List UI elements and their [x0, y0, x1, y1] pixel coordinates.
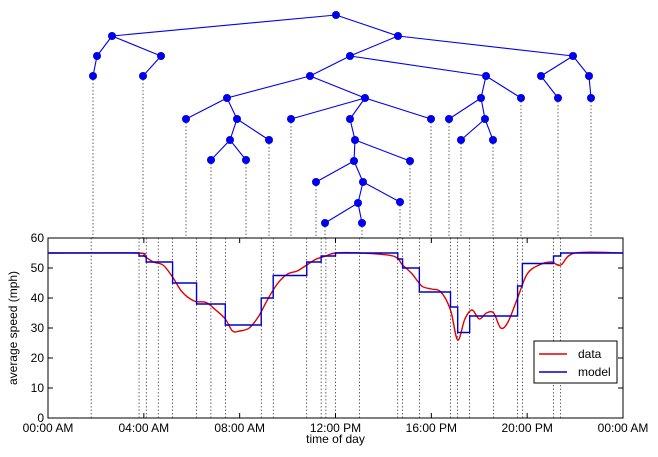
tree-node: [233, 115, 241, 123]
tree-edge: [142, 55, 162, 77]
y-tick-label: 50: [31, 261, 45, 275]
tree-node: [108, 32, 116, 40]
tree-node: [482, 72, 490, 80]
tree-edge: [111, 35, 162, 57]
legend-label-model: model: [578, 365, 611, 379]
series-lines: [47, 251, 624, 341]
tree-node: [554, 94, 562, 102]
y-tick-label: 10: [31, 381, 45, 395]
tree-edge: [229, 139, 247, 161]
tree-edge: [111, 14, 337, 37]
y-tick-label: 0: [37, 411, 44, 425]
tree-edge: [335, 14, 399, 37]
legend-box: [533, 340, 618, 384]
tree-edge: [540, 75, 559, 99]
tree-node: [139, 72, 147, 80]
tree-edge: [96, 35, 113, 57]
tree-node: [321, 219, 329, 227]
tree-node: [394, 32, 402, 40]
y-tick-label: 40: [31, 291, 45, 305]
tree-node: [89, 72, 97, 80]
tree-node: [585, 72, 593, 80]
x-tick-label: 00:00 AM: [598, 421, 649, 435]
x-tick-label: 20:00 PM: [501, 421, 552, 435]
tree-node: [457, 136, 465, 144]
tree-edge: [210, 139, 231, 161]
axis-ticks: 00:00 AM 04:00 AM 08:00 AM 12:00 PM 16:00 PM…: [23, 231, 649, 435]
y-axis-label: average speed (mph): [6, 271, 20, 385]
tree-edge: [236, 118, 270, 141]
tree-edge: [324, 202, 359, 224]
y-tick-label: 20: [31, 351, 45, 365]
tree-node: [182, 115, 190, 123]
tree-edge: [309, 75, 366, 99]
x-tick-label: 08:00 AM: [214, 421, 265, 435]
tree-node: [481, 115, 489, 123]
tree-edge: [364, 97, 432, 120]
tree-node: [93, 52, 101, 60]
tree-edge: [349, 35, 399, 57]
tree-node: [354, 199, 362, 207]
legend-label-data: data: [578, 347, 602, 361]
plot-frame: [47, 237, 624, 419]
x-tick-label: 00:00 AM: [23, 421, 74, 435]
tree-node: [489, 136, 497, 144]
tree-edge: [448, 97, 482, 120]
tree-edge: [349, 97, 366, 120]
tree-node: [477, 94, 485, 102]
tree-edge: [460, 118, 486, 141]
x-tick-label: 04:00 AM: [118, 421, 169, 435]
tree-node: [287, 115, 295, 123]
x-tick-label: 12:00 PM: [310, 421, 361, 435]
tree-edge: [572, 55, 590, 77]
tree-node: [587, 94, 595, 102]
legend: data model: [533, 340, 618, 384]
tree-edge: [354, 139, 411, 162]
x-tick-label: 16:00 PM: [406, 421, 457, 435]
tree-node: [517, 94, 525, 102]
tree-edge: [309, 55, 351, 77]
series-line-model: [48, 252, 623, 334]
tree-edge: [485, 75, 522, 99]
tree-node: [358, 219, 366, 227]
tree-node: [242, 156, 250, 164]
plot-area: 00:00 AM 04:00 AM 08:00 AM 12:00 PM 16:00 PM…: [23, 231, 649, 435]
x-axis-label: time of day: [306, 432, 365, 446]
tree-node: [223, 94, 231, 102]
tree-node: [226, 136, 234, 144]
tree-node: [350, 157, 358, 165]
tree-edge: [540, 55, 574, 77]
tree-edge: [185, 97, 228, 120]
tree-edge: [226, 75, 311, 99]
tree-node: [265, 136, 273, 144]
tree-node: [406, 157, 414, 165]
tree-node: [312, 178, 320, 186]
tree-edge: [362, 181, 401, 203]
tree-node: [445, 115, 453, 123]
tree-edge: [397, 35, 574, 57]
tree-node: [306, 72, 314, 80]
tree-node: [351, 136, 359, 144]
tree-node: [346, 115, 354, 123]
tree-node: [427, 115, 435, 123]
tree-node: [569, 52, 577, 60]
tree-edge: [315, 160, 355, 183]
segmentation-tree: [89, 11, 595, 238]
tree-node: [157, 52, 165, 60]
tree-node: [207, 156, 215, 164]
tree-node: [346, 52, 354, 60]
tree-node: [332, 11, 340, 19]
tree-edge: [290, 97, 366, 120]
change-point-lines: [90, 238, 562, 418]
y-tick-label: 60: [31, 231, 45, 245]
tree-node: [359, 178, 367, 186]
y-tick-label: 30: [31, 321, 45, 335]
tree-edge: [349, 55, 487, 77]
tree-node: [537, 72, 545, 80]
tree-node: [361, 94, 369, 102]
tree-node: [396, 198, 404, 206]
